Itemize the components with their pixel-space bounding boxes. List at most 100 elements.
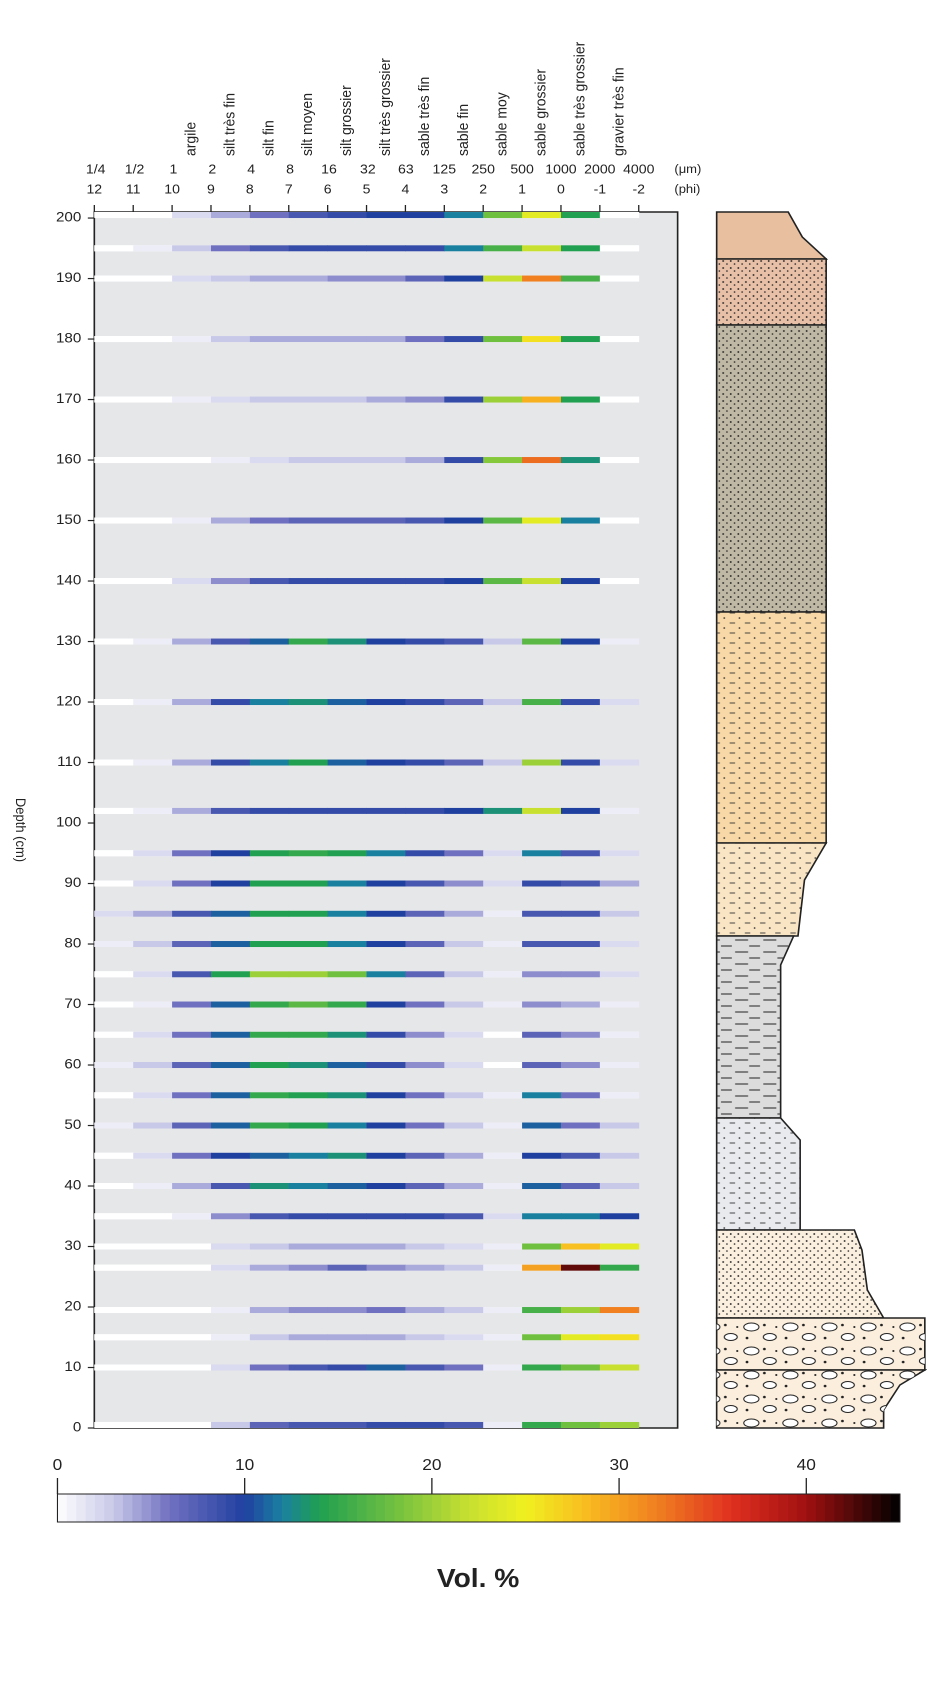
heat-cell [522, 1334, 562, 1341]
heat-cell [249, 1092, 290, 1099]
heat-cell [366, 1334, 406, 1341]
y-axis-title: Depth (cm) [13, 798, 29, 862]
heat-cell [599, 1421, 640, 1428]
heat-cell [522, 699, 562, 706]
heat-cell [366, 807, 406, 814]
colorbar-step [581, 1494, 592, 1522]
heat-cell [405, 457, 445, 464]
heat-cell [249, 1364, 290, 1371]
heat-cell [522, 1062, 562, 1069]
heat-cell [249, 638, 290, 645]
heat-cell [288, 517, 329, 524]
colorbar-tick-label: 10 [235, 1456, 254, 1474]
heat-cell [444, 1307, 484, 1314]
size-class-label: gravier très fin [611, 67, 628, 156]
heat-cell [522, 1031, 562, 1038]
layer [716, 259, 827, 325]
heat-cell [210, 457, 251, 464]
x2-tick-label: 500 [510, 162, 534, 176]
heat-cell [94, 517, 134, 524]
heat-cell [133, 1307, 173, 1314]
heat-cell [483, 578, 523, 585]
heat-cell [522, 1213, 562, 1220]
heat-cell [133, 1364, 173, 1371]
heat-cell [249, 517, 290, 524]
heat-cell [172, 517, 212, 524]
x-tick-label: 7 [285, 182, 293, 196]
colorbar-step [254, 1494, 264, 1522]
heat-cell [366, 1152, 406, 1159]
heat-cell [249, 1213, 290, 1220]
colorbar-step [834, 1494, 845, 1522]
colorbar-step [478, 1494, 489, 1522]
heat-cell [405, 941, 445, 948]
heat-cell [444, 457, 484, 464]
colorbar-step [881, 1494, 891, 1522]
colorbar-step [328, 1494, 339, 1522]
heat-cell [210, 1243, 251, 1250]
heat-cell [172, 759, 212, 766]
heat-cell [249, 850, 290, 857]
heat-cell [133, 971, 173, 978]
y-tick-label: 80 [64, 936, 81, 951]
y-tick-label: 30 [64, 1239, 81, 1254]
heat-cell [210, 971, 251, 978]
heat-cell [483, 1031, 523, 1038]
heat-cell [522, 275, 562, 282]
heat-cell [599, 880, 640, 887]
heat-cell [133, 1152, 173, 1159]
heat-cell [483, 1001, 523, 1008]
heat-cell [560, 1152, 601, 1159]
heat-cell [522, 880, 562, 887]
heat-cell [560, 759, 601, 766]
colorbar-step [113, 1494, 124, 1522]
heat-cell [94, 807, 134, 814]
heat-cell [210, 910, 251, 917]
heat-cell [94, 759, 134, 766]
heat-cell [599, 457, 640, 464]
colorbar-title: Vol. % [437, 1563, 519, 1593]
heat-cell [249, 1122, 290, 1129]
heat-cell [599, 1213, 640, 1220]
x-tick-label: -1 [594, 182, 607, 196]
heat-cell [405, 1264, 445, 1271]
heat-cell [405, 699, 445, 706]
heat-cell [522, 1264, 562, 1271]
heat-cell [327, 850, 367, 857]
heat-cell [483, 910, 523, 917]
x2-tick-label: 16 [321, 162, 337, 176]
heat-cell [560, 850, 601, 857]
y-tick-label: 90 [64, 876, 81, 891]
heat-cell [288, 1421, 329, 1428]
layer [716, 843, 827, 936]
size-class-label: sable fin [455, 104, 472, 156]
heat-cell [444, 1062, 484, 1069]
size-class-label: sable moy [494, 92, 511, 156]
heat-cell [327, 457, 367, 464]
heat-cell [94, 1364, 134, 1371]
heat-cell [288, 1264, 329, 1271]
colorbar-step [562, 1494, 573, 1522]
colorbar-step [188, 1494, 199, 1522]
heat-cell [483, 1062, 523, 1069]
x2-tick-label: 125 [433, 162, 457, 176]
heat-cell [366, 275, 406, 282]
heat-cell [405, 1183, 445, 1190]
heat-cell [94, 1001, 134, 1008]
colorbar-step [600, 1494, 611, 1522]
heat-cell [560, 396, 601, 403]
heat-cell [172, 1421, 212, 1428]
heat-cell [327, 578, 367, 585]
heat-cell [249, 212, 290, 219]
heat-cell [327, 1421, 367, 1428]
colorbar-step [825, 1494, 835, 1522]
heat-cell [210, 807, 251, 814]
heat-cell [249, 1243, 290, 1250]
colorbar-step [431, 1494, 442, 1522]
heat-cell [483, 1307, 523, 1314]
heat-cell [444, 1183, 484, 1190]
heat-cell [560, 1001, 601, 1008]
y-tick-label: 100 [56, 815, 81, 830]
heat-cell [327, 1213, 367, 1220]
heat-cell [444, 971, 484, 978]
